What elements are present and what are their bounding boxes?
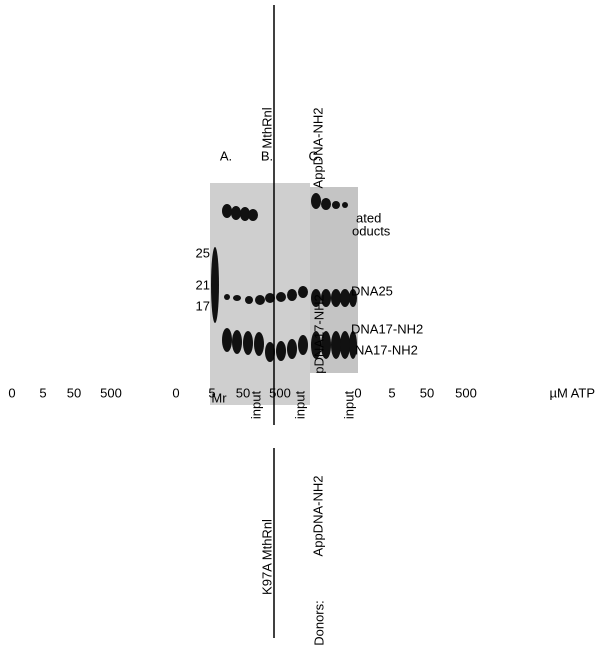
atp-conc: 0 — [172, 385, 179, 400]
atp-unit: µM ATP — [549, 385, 595, 400]
atp-conc: 50 — [67, 385, 81, 400]
enzyme-label: K97A MthRnl — [259, 519, 274, 595]
atp-conc: 50 — [420, 385, 434, 400]
panel-label: C. — [309, 148, 322, 163]
input-label: input — [292, 391, 307, 420]
atp-conc: 5 — [39, 385, 46, 400]
atp-conc: 0 — [8, 385, 15, 400]
band-label: DNA25 — [351, 283, 393, 298]
atp-conc: 5 — [388, 385, 395, 400]
panel-label: A. — [220, 148, 232, 163]
marker-size: 17 — [196, 298, 210, 313]
donor-label: AppDNA-NH2 — [310, 108, 325, 189]
atp-conc: 50 — [236, 385, 250, 400]
marker-size: 25 — [196, 245, 210, 260]
band-label: pDNA17-NH2 — [311, 294, 326, 373]
atp-conc: 0 — [354, 385, 361, 400]
band-label: DNA17-NH2 — [351, 321, 423, 336]
gel-bands — [211, 193, 357, 362]
band-label: ated — [356, 210, 381, 225]
donor-label: AppDNA-NH2 — [310, 476, 325, 557]
marker-size: 21 — [196, 277, 210, 292]
band-label: NA17-NH2 — [355, 342, 418, 357]
input-label: input — [341, 391, 356, 420]
panel-label: B. — [261, 148, 273, 163]
marker-label: Mr — [211, 390, 227, 405]
band-label: oducts — [352, 223, 391, 238]
input-label: input — [248, 391, 263, 420]
donors-title: Donors: — [311, 600, 326, 646]
atp-conc: 500 — [269, 385, 291, 400]
atp-conc: 500 — [455, 385, 477, 400]
enzyme-label: MthRnl — [259, 107, 274, 148]
atp-conc: 500 — [100, 385, 122, 400]
atp-conc: 5 — [208, 385, 215, 400]
